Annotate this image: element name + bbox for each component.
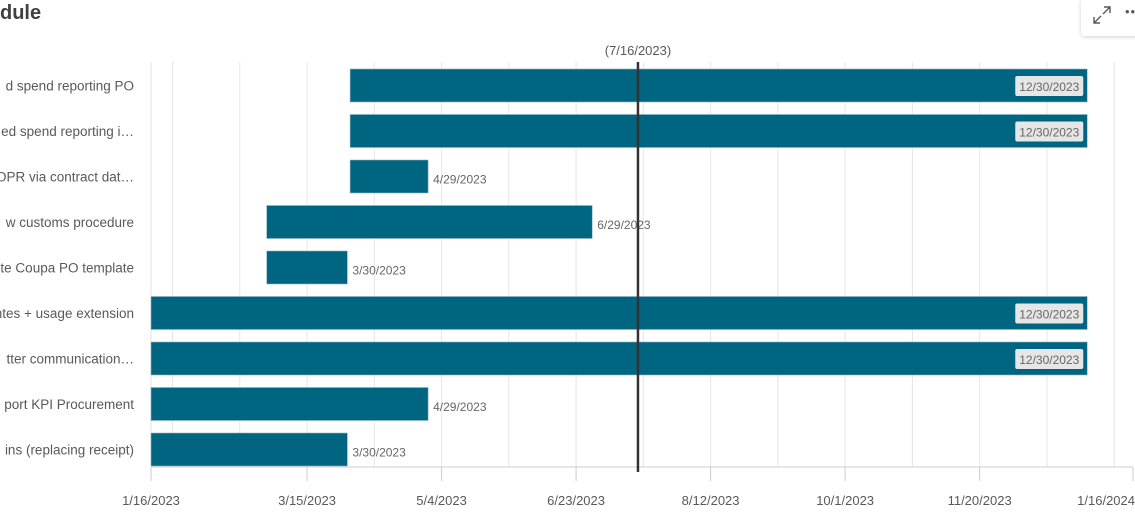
x-tick-label: 6/23/2023 xyxy=(547,493,605,508)
end-date-label: 12/30/2023 xyxy=(1019,126,1079,140)
end-date-label: 4/29/2023 xyxy=(433,173,487,187)
end-date-label: 6/29/2023 xyxy=(597,218,651,232)
task-bar xyxy=(150,296,1088,330)
task-bar xyxy=(150,341,1088,376)
today-label: (7/16/2023) xyxy=(605,43,672,58)
task-bar xyxy=(266,205,593,239)
end-date-label: 12/30/2023 xyxy=(1019,308,1079,322)
chart-toolbar: •• xyxy=(1081,0,1135,36)
task-bar xyxy=(150,432,348,467)
task-bar xyxy=(266,250,348,285)
x-tick-label: 1/16/2023 xyxy=(122,493,180,508)
end-date-label-bg xyxy=(1015,121,1084,142)
task-bar xyxy=(349,114,1088,148)
more-icon[interactable]: •• xyxy=(1125,4,1135,19)
end-date-label: 3/30/2023 xyxy=(352,446,406,460)
end-date-label: 12/30/2023 xyxy=(1019,353,1079,367)
end-date-label-bg xyxy=(1015,349,1084,369)
task-label: ins (replacing receipt) xyxy=(5,443,134,458)
task-label: port KPI Procurement xyxy=(4,397,134,412)
x-tick-label: 10/1/2023 xyxy=(816,493,874,508)
task-bar xyxy=(349,159,429,194)
task-bar xyxy=(349,68,1088,103)
chart-title: dule xyxy=(0,2,42,24)
x-tick-label: 8/12/2023 xyxy=(682,493,740,508)
x-tick-label: 5/4/2023 xyxy=(416,493,467,508)
end-date-label: 12/30/2023 xyxy=(1019,80,1079,94)
task-label: d spend reporting PO xyxy=(6,79,134,94)
task-label: w customs procedure xyxy=(5,215,134,230)
end-date-label: 3/30/2023 xyxy=(352,264,406,278)
task-label: ed spend reporting i… xyxy=(1,124,134,139)
task-label: ntes + usage extension xyxy=(0,306,134,321)
task-label: tter communication… xyxy=(6,352,134,367)
task-label: te Coupa PO template xyxy=(0,261,134,276)
task-label: OPR via contract dat… xyxy=(0,170,134,185)
x-tick-label: 11/20/2023 xyxy=(948,493,1012,508)
end-date-label-bg xyxy=(1015,76,1084,96)
x-tick-label: 1/16/2024 xyxy=(1077,493,1135,508)
expand-icon[interactable] xyxy=(1091,4,1113,31)
end-date-label: 4/29/2023 xyxy=(433,400,487,414)
end-date-label-bg xyxy=(1015,303,1084,324)
task-bar xyxy=(150,387,429,421)
x-tick-label: 3/15/2023 xyxy=(278,493,336,508)
